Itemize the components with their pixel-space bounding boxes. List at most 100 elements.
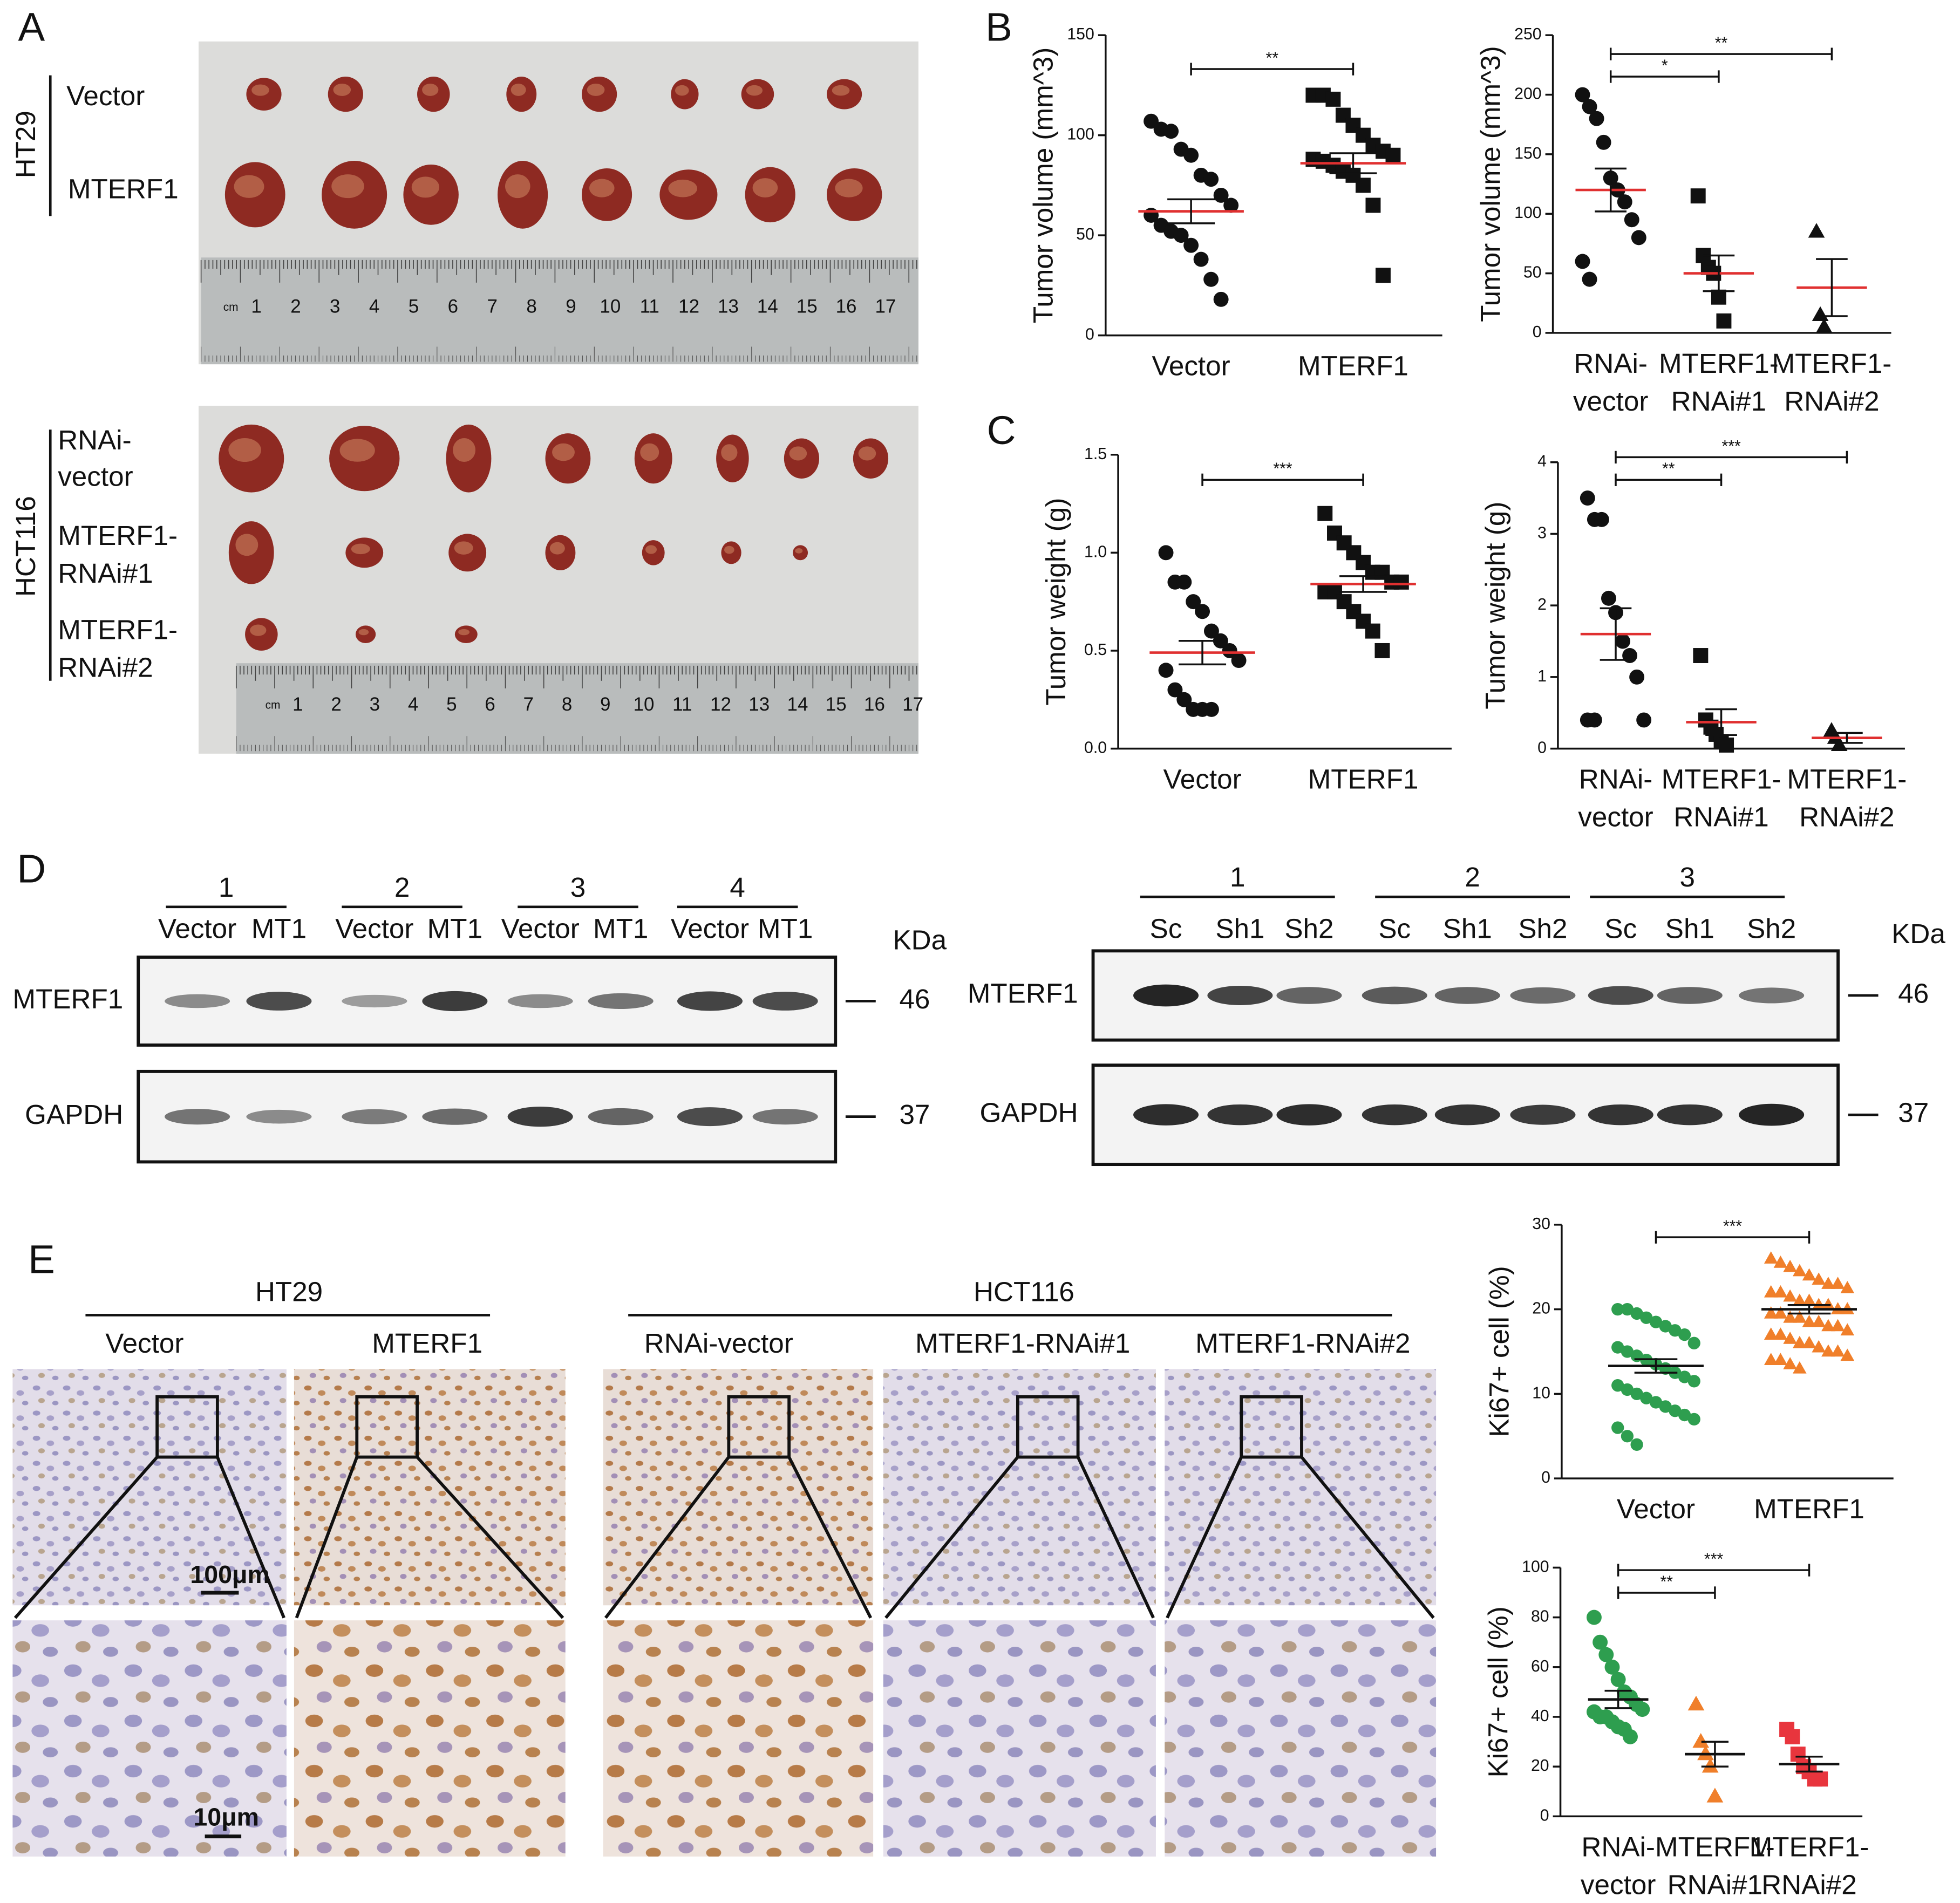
ruler-number: 1 <box>292 694 303 715</box>
y-axis-label: Ki67+ cell (%) <box>1484 1266 1515 1437</box>
zoom-line <box>295 1456 359 1619</box>
tumor-highlight <box>358 629 369 636</box>
data-point <box>1630 1307 1643 1320</box>
data-point <box>1812 1340 1826 1353</box>
zoom-line <box>13 1456 159 1619</box>
ihc-image-zoom <box>883 1620 1156 1857</box>
kda-marker: 46 <box>899 984 930 1014</box>
band <box>507 1107 573 1127</box>
tumor-highlight <box>251 84 269 96</box>
lane-label: Vector <box>671 913 749 944</box>
group-label: MTERF1-RNAi#2 <box>1195 1328 1410 1359</box>
data-point <box>1575 254 1590 269</box>
y-tick-label: 1 <box>1537 667 1547 685</box>
band <box>342 994 407 1008</box>
lane-group: 4 <box>730 872 745 903</box>
zoom-line <box>1166 1456 1243 1619</box>
lane-group: 3 <box>570 872 586 903</box>
kda-marker: 37 <box>1898 1097 1929 1128</box>
data-point <box>1623 1729 1638 1744</box>
y-tick-label: 1.5 <box>1084 445 1107 463</box>
lane-label: MT1 <box>427 913 482 944</box>
data-point <box>1692 1733 1710 1748</box>
data-point <box>1589 111 1604 126</box>
data-point <box>1830 1344 1845 1357</box>
lane-label: Vector <box>335 913 413 944</box>
data-point <box>1385 147 1401 163</box>
band <box>246 1109 312 1124</box>
data-point <box>1163 124 1179 139</box>
data-point <box>1808 223 1825 238</box>
ruler-number: 8 <box>526 296 536 317</box>
panel-label: C <box>987 408 1016 453</box>
row-label: GAPDH <box>25 1099 123 1130</box>
band <box>1362 1104 1427 1126</box>
data-point <box>1213 187 1229 203</box>
data-point <box>1687 1375 1700 1388</box>
band <box>1588 1104 1653 1126</box>
ruler-number: 1 <box>251 296 261 317</box>
y-tick-label: 100 <box>1514 204 1541 222</box>
ruler-number: 11 <box>672 694 692 715</box>
group-label: Vector <box>105 1328 183 1359</box>
panel-label: B <box>985 5 1012 50</box>
data-point <box>1173 228 1189 243</box>
data-point <box>1325 91 1341 107</box>
tumor-highlight <box>250 624 267 636</box>
y-tick-label: 3 <box>1537 524 1547 542</box>
data-point <box>1621 1302 1634 1316</box>
x-tick-label: RNAi- <box>1579 764 1653 795</box>
y-tick-label: 50 <box>1076 226 1094 243</box>
kda-label: KDa <box>1891 918 1945 949</box>
data-point <box>1365 623 1380 639</box>
band <box>165 1109 230 1125</box>
data-point <box>1821 1319 1835 1332</box>
data-point <box>1687 1695 1705 1711</box>
zoom-box <box>1240 1395 1303 1459</box>
y-tick-label: 80 <box>1531 1608 1549 1626</box>
data-point <box>1629 669 1645 685</box>
x-tick-label: vector <box>1578 801 1653 832</box>
ruler-number: 5 <box>409 296 419 317</box>
band <box>507 994 573 1008</box>
y-tick-label: 0 <box>1533 323 1542 341</box>
data-point <box>1594 511 1609 527</box>
panel-label: D <box>17 846 46 891</box>
tumor-highlight <box>552 443 575 461</box>
data-point <box>1375 268 1391 283</box>
data-point <box>1793 1293 1807 1306</box>
y-tick-label: 0 <box>1540 1806 1549 1824</box>
y-tick-label: 50 <box>1523 264 1542 282</box>
tumor-highlight <box>721 444 738 461</box>
data-point <box>1783 1289 1797 1302</box>
data-point <box>1687 1336 1700 1349</box>
ruler <box>236 663 918 754</box>
data-point <box>1764 1353 1778 1365</box>
data-point <box>1690 188 1706 204</box>
significance-label: *** <box>1722 438 1741 455</box>
data-point <box>1596 134 1611 150</box>
x-tick-label: MTERF1- <box>1662 764 1781 795</box>
lane-label: Vector <box>501 913 580 944</box>
zoom-box <box>155 1395 219 1459</box>
lane-label: Sc <box>1378 913 1411 944</box>
group-label: MTERF1 <box>68 173 179 204</box>
data-point <box>1203 701 1219 717</box>
data-point <box>1773 1327 1788 1340</box>
lane-label: Sh2 <box>1284 913 1333 944</box>
lane-label: Sh2 <box>1518 913 1567 944</box>
data-point <box>1783 1259 1797 1272</box>
data-point <box>1764 1327 1778 1340</box>
data-point <box>1213 291 1229 307</box>
lane-label: MT1 <box>758 913 813 944</box>
lane-label: Sh1 <box>1215 913 1264 944</box>
y-tick-label: 20 <box>1531 1757 1549 1775</box>
cell-line-label: HCT116 <box>10 496 41 597</box>
x-tick-label: RNAi#1 <box>1671 386 1766 417</box>
row-label: MTERF1 <box>968 978 1078 1009</box>
x-tick-label: RNAi#1 <box>1673 801 1768 832</box>
x-tick-label: RNAi- <box>1581 1831 1655 1862</box>
data-point <box>1611 1379 1624 1392</box>
ruler-number: 2 <box>331 694 341 715</box>
zoom-line <box>416 1456 564 1619</box>
